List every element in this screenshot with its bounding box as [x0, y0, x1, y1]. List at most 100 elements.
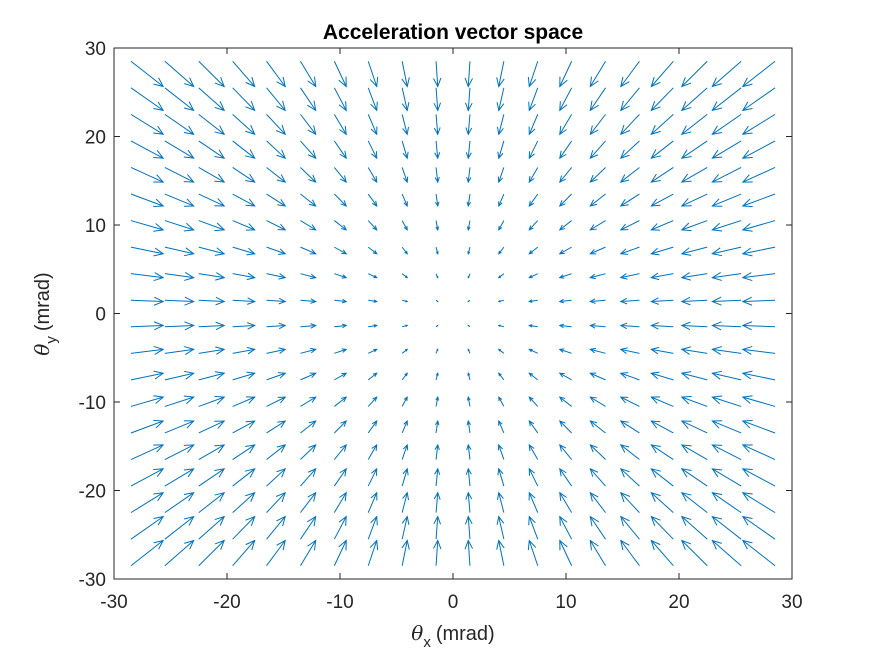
arrow-shaft: [589, 516, 606, 540]
arrow-shaft: [712, 540, 742, 567]
arrow-shaft: [620, 444, 640, 460]
vector-arrow: [528, 443, 539, 460]
arrow-head: [711, 247, 723, 257]
vector-arrow: [467, 273, 471, 279]
arrow-head: [589, 420, 598, 428]
vector-arrow: [650, 491, 674, 513]
arrow-head: [214, 515, 226, 526]
arrow-head: [246, 371, 256, 380]
vector-arrow: [498, 419, 505, 434]
arrow-head: [215, 346, 226, 355]
arrow-shaft: [528, 372, 539, 381]
arrow-shaft: [435, 87, 439, 111]
vector-arrow: [741, 272, 776, 282]
vector-arrow: [619, 114, 640, 136]
arrow-shaft: [559, 420, 573, 434]
vector-arrow: [435, 372, 439, 380]
vector-arrow: [232, 444, 256, 460]
arrow-head: [341, 298, 348, 304]
vector-arrow: [465, 140, 472, 160]
arrow-shaft: [266, 193, 286, 207]
arrow-head: [589, 76, 599, 88]
arrow-head: [277, 198, 287, 207]
vector-arrow: [589, 87, 606, 112]
arrow-shaft: [467, 220, 471, 230]
arrow-shaft: [130, 273, 164, 279]
arrow-shaft: [620, 246, 640, 255]
vector-arrow: [334, 372, 348, 381]
arrow-head: [183, 125, 195, 135]
arrow-head: [589, 323, 596, 329]
arrow-shaft: [198, 299, 225, 303]
arrow-head: [307, 76, 317, 88]
vector-arrow: [367, 114, 378, 136]
arrow-head: [497, 299, 501, 303]
arrow-head: [650, 468, 662, 478]
arrow-shaft: [528, 468, 539, 487]
vector-arrow: [711, 321, 742, 331]
arrow-shaft: [232, 114, 256, 135]
arrow-shaft: [266, 167, 286, 183]
arrow-head: [466, 176, 472, 184]
arrow-head: [465, 152, 472, 160]
arrow-shaft: [232, 140, 255, 159]
vector-arrow: [496, 87, 505, 112]
arrow-head: [528, 372, 534, 377]
vector-arrow: [232, 167, 256, 183]
arrow-head: [183, 492, 195, 502]
arrow-head: [741, 515, 753, 526]
arrow-head: [528, 467, 535, 476]
vector-arrow: [401, 273, 409, 279]
vector-arrow: [527, 539, 539, 566]
arrow-head: [215, 296, 226, 306]
vector-arrow: [367, 246, 378, 255]
vector-arrow: [650, 468, 674, 487]
vector-arrow: [300, 323, 317, 329]
arrow-shaft: [467, 420, 471, 434]
arrow-head: [403, 176, 409, 184]
arrow-shaft: [742, 444, 776, 460]
arrow-shaft: [198, 246, 225, 255]
arrow-head: [309, 248, 317, 255]
arrow-head: [308, 420, 317, 428]
vector-arrow: [711, 370, 742, 381]
x-tick-label: 20: [668, 592, 689, 613]
vector-arrow: [232, 346, 256, 355]
vector-arrow: [300, 273, 317, 280]
arrow-head: [153, 247, 165, 257]
arrow-head: [589, 396, 597, 403]
arrow-shaft: [130, 220, 164, 231]
arrow-head: [559, 515, 568, 526]
x-tick-label: -30: [100, 592, 127, 613]
vector-arrow: [741, 140, 776, 159]
vector-arrow: [711, 167, 742, 183]
arrow-shaft: [528, 444, 539, 460]
arrow-shaft: [334, 246, 347, 255]
vector-arrow: [435, 273, 439, 279]
arrow-head: [153, 395, 165, 404]
arrow-head: [498, 250, 502, 255]
arrow-head: [276, 515, 286, 527]
arrow-shaft: [333, 140, 347, 159]
arrow-shaft: [401, 140, 408, 159]
arrow-head: [434, 152, 441, 160]
vector-arrow: [266, 467, 287, 487]
arrow-head: [559, 539, 568, 551]
arrow-head: [275, 491, 287, 503]
vector-arrow: [466, 419, 472, 434]
arrow-shaft: [232, 372, 255, 381]
vector-arrow: [401, 61, 410, 88]
vector-arrow: [266, 220, 287, 231]
arrow-shaft: [498, 468, 505, 487]
arrow-shaft: [650, 492, 674, 513]
arrow-shaft: [164, 113, 194, 135]
arrow-shaft: [651, 273, 674, 279]
arrow-head: [528, 324, 533, 328]
arrow-head: [183, 444, 195, 453]
arrow-shaft: [589, 114, 606, 135]
arrow-head: [371, 151, 378, 160]
arrow-shaft: [300, 348, 316, 354]
arrow-shaft: [559, 167, 573, 183]
arrow-head: [558, 372, 565, 378]
arrow-shaft: [651, 220, 674, 231]
